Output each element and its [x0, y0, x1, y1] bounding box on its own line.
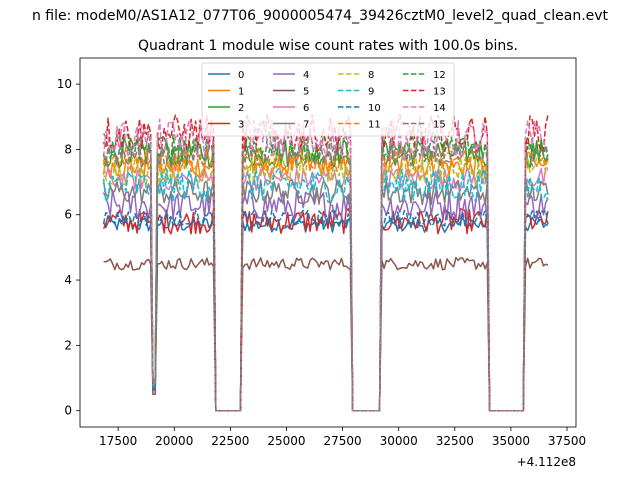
x-tick-label: 17500 [99, 434, 137, 448]
x-tick-label: 37500 [548, 434, 586, 448]
series-line-9 [102, 167, 549, 412]
legend-label-0: 0 [238, 70, 244, 81]
legend-label-4: 4 [303, 70, 309, 81]
legend-label-7: 7 [303, 120, 309, 131]
x-tick-label: 27500 [323, 434, 361, 448]
legend-label-12: 12 [433, 70, 446, 81]
y-tick-label: 6 [64, 208, 72, 222]
series-line-10 [102, 209, 549, 412]
legend-label-3: 3 [238, 120, 244, 131]
legend-label-15: 15 [433, 120, 446, 131]
legend-label-1: 1 [238, 87, 244, 98]
y-tick-label: 8 [64, 142, 72, 156]
y-tick-label: 2 [64, 338, 72, 352]
series-line-0 [102, 216, 548, 412]
legend-label-14: 14 [433, 103, 446, 114]
legend-label-6: 6 [303, 103, 309, 114]
x-tick-label: 22500 [211, 434, 249, 448]
figure-suptitle: n file: modeM0/AS1A12_077T06_9000005474_… [32, 8, 609, 24]
series-line-4 [102, 189, 549, 412]
series-line-7 [102, 179, 549, 412]
series-line-3 [102, 207, 549, 412]
x-tick-label: 35000 [492, 434, 530, 448]
legend-label-13: 13 [433, 87, 446, 98]
x-axis-offset-label: +4.112e8 [517, 455, 576, 469]
legend-label-8: 8 [368, 70, 374, 81]
y-tick-label: 4 [64, 273, 72, 287]
legend-label-9: 9 [368, 87, 374, 98]
x-tick-label: 32500 [436, 434, 474, 448]
x-tick-label: 25000 [267, 434, 305, 448]
series-line-15 [102, 144, 549, 412]
legend-label-2: 2 [238, 103, 244, 114]
chart-title: Quadrant 1 module wise count rates with … [138, 38, 518, 54]
legend-label-11: 11 [368, 120, 381, 131]
x-tick-label: 30000 [380, 434, 418, 448]
y-tick-label: 10 [57, 77, 72, 91]
y-tick-label: 0 [64, 404, 72, 418]
series-line-8 [102, 152, 549, 412]
axes-frame [79, 57, 577, 428]
legend-label-10: 10 [368, 103, 381, 114]
legend-label-5: 5 [303, 87, 309, 98]
series-line-6 [103, 167, 549, 412]
series-line-5 [103, 256, 549, 412]
x-tick-label: 20000 [155, 434, 193, 448]
legend-frame [201, 62, 455, 137]
